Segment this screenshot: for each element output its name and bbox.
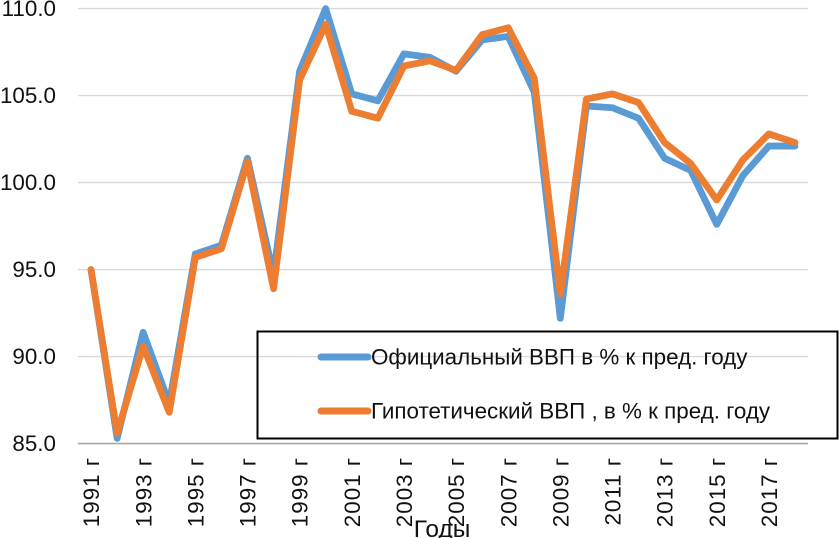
svg-text:1999 г: 1999 г — [288, 457, 313, 527]
svg-text:Официальный ВВП в % к пред. го: Официальный ВВП в % к пред. году — [371, 345, 748, 370]
svg-text:85.0: 85.0 — [12, 431, 56, 456]
svg-text:2007 г: 2007 г — [496, 457, 521, 527]
svg-text:Гипотетический ВВП , в % к пре: Гипотетический ВВП , в % к пред. году — [371, 399, 771, 424]
svg-text:2001 г: 2001 г — [340, 457, 365, 527]
svg-text:Годы: Годы — [414, 516, 471, 538]
svg-text:2015 г: 2015 г — [705, 457, 730, 527]
svg-text:105.0: 105.0 — [0, 83, 56, 108]
svg-text:2017 г: 2017 г — [757, 457, 782, 527]
svg-text:1991 г: 1991 г — [79, 457, 104, 527]
svg-text:95.0: 95.0 — [12, 257, 56, 282]
svg-text:90.0: 90.0 — [12, 344, 56, 369]
svg-text:1995 г: 1995 г — [183, 457, 208, 527]
svg-text:2003 г: 2003 г — [392, 457, 417, 527]
svg-text:2011 г: 2011 г — [601, 457, 626, 526]
svg-text:110.0: 110.0 — [2, 0, 56, 21]
svg-text:2009 г: 2009 г — [548, 457, 573, 527]
svg-text:1997 г: 1997 г — [236, 457, 261, 527]
svg-text:1993 г: 1993 г — [131, 457, 156, 527]
svg-text:2005 г: 2005 г — [444, 457, 469, 527]
svg-text:2013 г: 2013 г — [653, 457, 678, 527]
svg-text:100.0: 100.0 — [0, 170, 56, 195]
